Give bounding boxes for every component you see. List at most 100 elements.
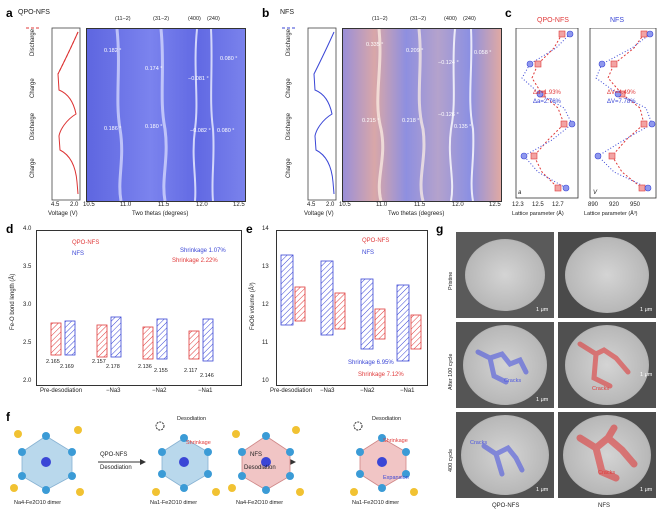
panel-f-expansion: Expansion [383, 475, 409, 481]
panel-d-ytick-5: 4.0 [23, 226, 32, 232]
panel-f-arrow2-bottom: Desodiation [244, 465, 276, 471]
panel-d-plot [36, 230, 242, 386]
panel-b-vtick-1: 4.5 [307, 202, 316, 208]
panel-b-stage-2: Charge [286, 78, 292, 98]
panel-a-shift-6: 0.180 ° [145, 124, 163, 130]
panel-d-ytick-2: 2.5 [23, 340, 32, 346]
panel-b-xrd-map [342, 28, 502, 202]
panel-f-shrinkage-2: Shrinkage [383, 438, 408, 444]
panel-c-delta-a-qpo: Δa=1.93% [533, 90, 561, 96]
panel-d-ytick-3: 3.0 [23, 302, 32, 308]
panel-g-scale-5: 1 μm [536, 487, 549, 493]
panel-b-stage-3: Discharge [286, 112, 292, 140]
panel-e-ylabel: FeO6 volume (Å³) [250, 282, 256, 330]
panel-a-voltage [14, 10, 82, 220]
panel-d-ytick-1: 2.0 [23, 378, 32, 384]
panel-e-cat-1: Pre-desodiation [270, 388, 313, 394]
panel-b-shift-4: 0.058 ° [474, 50, 492, 56]
dimer-2-graphic [152, 421, 220, 496]
panel-a-shift-4: 0.080 ° [220, 56, 238, 62]
panel-g-cracks-3: Cracks [470, 440, 488, 446]
panel-g-cracks-1: Cracks [504, 378, 522, 384]
panel-b-peak-3: (400) [444, 16, 457, 22]
panel-a-xtick-4: 12.0 [196, 202, 208, 208]
panel-f-shrinkage-1: Shrinkage [186, 440, 211, 446]
panel-d-label: d [6, 222, 14, 236]
panel-g-scale-4: 1 μm [640, 372, 653, 378]
panel-a-shift-1: 0.182 ° [104, 48, 122, 54]
panel-a-legend: QPO-NFS [18, 9, 50, 16]
panel-a-voltage-svg [26, 27, 81, 201]
panel-g-row-2: After 100 cycle [448, 353, 454, 390]
panel-a-peak-2: (31−2) [153, 16, 170, 22]
panel-d-cat-3: −Na2 [152, 388, 167, 394]
panel-a-shift-3: −0.081 ° [188, 76, 209, 82]
panel-d-cat-2: −Na3 [106, 388, 121, 394]
panel-d-value-6: 2.155 [154, 368, 168, 374]
panel-c-tag-v: V [593, 190, 598, 196]
panel-f-arrow2-top: NFS [250, 452, 262, 458]
panel-c-svg [515, 27, 657, 199]
panel-e-cat-3: −Na2 [360, 388, 375, 394]
panel-f-desodiation-1: Desodiation [177, 416, 207, 422]
panel-a-shift-2: 0.174 ° [145, 66, 163, 72]
panel-f-diagram [10, 416, 430, 501]
panel-b-xlabel: Two thetas (degrees) [388, 211, 445, 217]
panel-d-cat-1: Pre-desodiation [40, 388, 83, 394]
panel-g-scale-2: 1 μm [640, 307, 653, 313]
panel-d-ylabel: Fe-O bond length (Å) [10, 273, 16, 330]
panel-g-row-1: Pristine [448, 271, 454, 290]
panel-b-xtick-5: 12.5 [489, 202, 501, 208]
panel-c-legend-qpo: QPO-NFS [537, 17, 569, 24]
panel-e-legend-nfs: NFS [362, 250, 374, 256]
panel-f-dimer-4: Na1-Fe2O10 dimer [352, 500, 400, 506]
panel-b-vtick-2: 2.0 [326, 202, 335, 208]
panel-c-tag-a: a [518, 190, 522, 196]
panel-b-peak-4: (240) [463, 16, 476, 22]
panel-a-xtick-2: 11.0 [120, 202, 132, 208]
panel-d-shrink-qpo: Shrinkage 2.22% [172, 258, 218, 264]
panel-e-shrink-nfs: Shrinkage 6.95% [348, 360, 394, 366]
panel-e-plot [276, 230, 428, 386]
panel-b-vlabel: Voltage (V) [304, 211, 334, 217]
panel-f-arrow1-top: QPO-NFS [100, 452, 128, 458]
panel-b-shift-8: 0.135 ° [454, 124, 472, 130]
panel-b-stage-1: Discharge [286, 28, 292, 56]
panel-e-ytick-4: 13 [262, 264, 269, 270]
panel-b-legend: NFS [280, 9, 294, 16]
panel-d-legend-qpo: QPO-NFS [72, 240, 100, 246]
panel-a-peak-1: (11−2) [115, 16, 131, 22]
panel-d-shrink-nfs: Shrinkage 1.07% [180, 248, 226, 254]
panel-e-ytick-2: 11 [262, 340, 269, 346]
panel-d-value-7: 2.117 [184, 368, 198, 374]
panel-c-right-tick-2: 920 [609, 202, 620, 208]
panel-c-label: c [505, 6, 512, 20]
panel-a-stage-1: Discharge [30, 28, 36, 56]
dimer-4-shape [350, 421, 418, 496]
panel-a-xtick-3: 11.5 [158, 202, 170, 208]
panel-e-ytick-5: 14 [262, 226, 269, 232]
panel-c-left-tick-2: 12.5 [532, 202, 544, 208]
dimer-3-shape [228, 426, 304, 496]
panel-b-xtick-2: 11.0 [376, 202, 388, 208]
panel-a-vlabel: Voltage (V) [48, 211, 78, 217]
panel-d-value-3: 2.157 [92, 359, 106, 365]
panel-b-xtick-4: 12.0 [452, 202, 464, 208]
panel-e-cat-2: −Na3 [320, 388, 335, 394]
panel-b-peak-2: (31−2) [410, 16, 427, 22]
panel-b-xrd-lines [376, 29, 475, 201]
panel-a-shift-8: 0.080 ° [217, 128, 235, 134]
panel-f-dimer-3: Na4-Fe2O10 dimer [236, 500, 284, 506]
panel-a-shift-5: 0.186 ° [104, 126, 122, 132]
panel-d-value-4: 2.178 [106, 364, 120, 370]
panel-b-shift-7: −0.126 ° [438, 112, 459, 118]
panel-a-peak-4: (240) [207, 16, 220, 22]
panel-g-cracks-4: Cracks [598, 470, 616, 476]
panel-a-vtick-1: 4.5 [51, 202, 60, 208]
panel-c-right-xlabel: Lattice parameter (Å³) [584, 211, 638, 217]
panel-e-cat-4: −Na1 [400, 388, 415, 394]
panel-a-xlabel: Two thetas (degrees) [132, 211, 189, 217]
panel-a-vtick-2: 2.0 [70, 202, 79, 208]
panel-a-stage-3: Discharge [30, 112, 36, 140]
panel-f-label: f [6, 410, 10, 424]
